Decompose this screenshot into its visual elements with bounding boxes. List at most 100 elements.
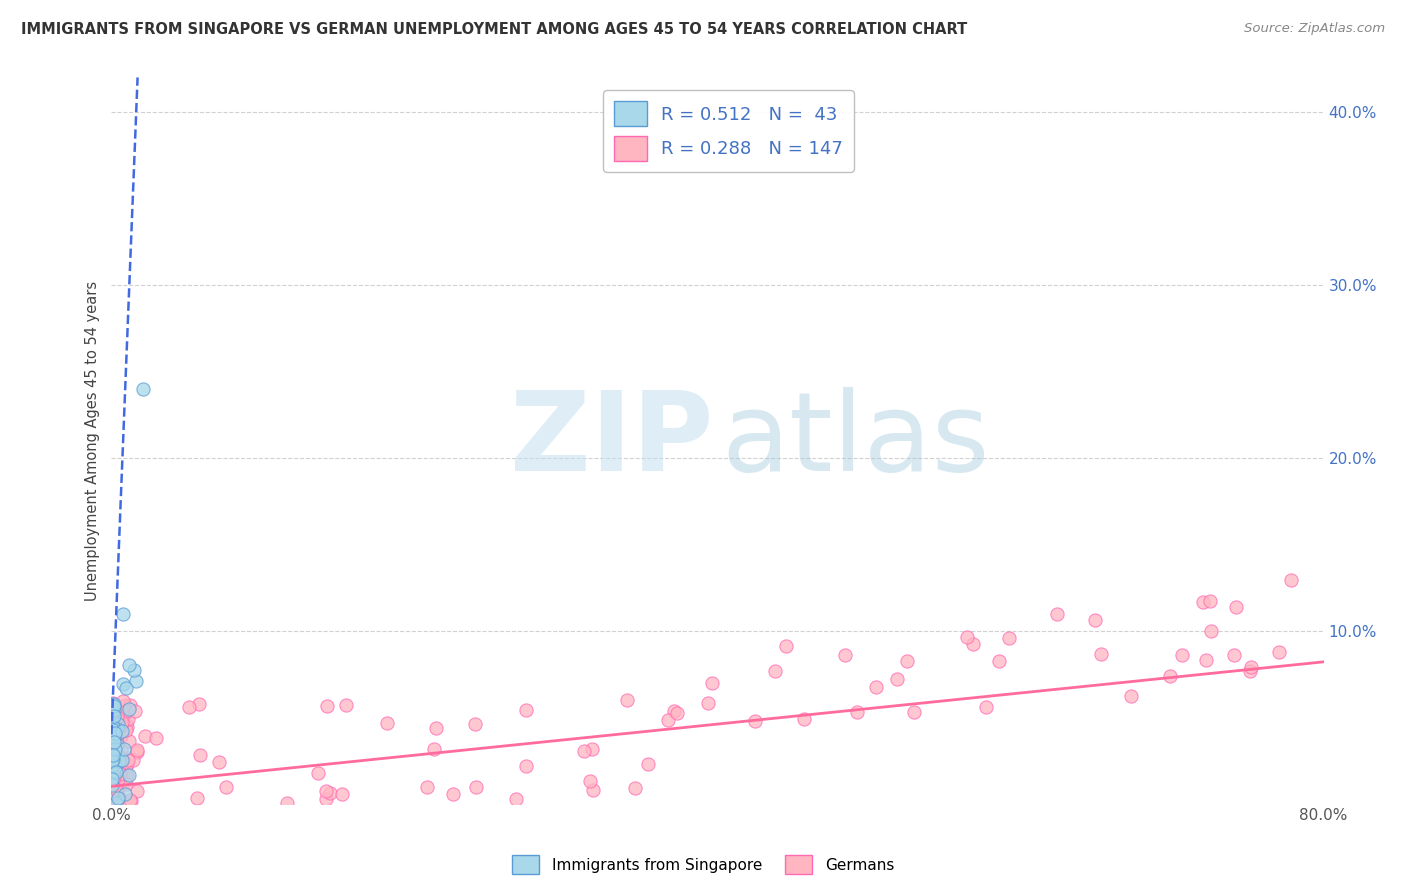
Point bbox=[101, 772, 124, 787]
Point bbox=[103, 718, 125, 732]
Point bbox=[117, 768, 139, 782]
Point bbox=[103, 747, 125, 762]
Point bbox=[101, 701, 124, 715]
Point bbox=[998, 632, 1021, 646]
Point bbox=[177, 700, 200, 714]
Point bbox=[107, 791, 129, 805]
Point bbox=[101, 708, 124, 723]
Point bbox=[1090, 647, 1112, 661]
Point bbox=[104, 749, 127, 764]
Text: Source: ZipAtlas.com: Source: ZipAtlas.com bbox=[1244, 22, 1385, 36]
Point bbox=[1171, 648, 1194, 662]
Point bbox=[697, 696, 720, 710]
Point bbox=[101, 758, 124, 772]
Point bbox=[903, 705, 925, 719]
Point bbox=[101, 702, 124, 716]
Point bbox=[115, 681, 138, 695]
Point bbox=[101, 750, 124, 764]
Point bbox=[1046, 607, 1069, 621]
Point bbox=[101, 728, 124, 742]
Point bbox=[1239, 660, 1261, 674]
Point bbox=[120, 698, 142, 712]
Point bbox=[107, 772, 129, 786]
Point bbox=[1239, 664, 1261, 678]
Point bbox=[834, 648, 856, 663]
Point bbox=[581, 782, 603, 797]
Point bbox=[974, 700, 997, 714]
Point bbox=[103, 708, 125, 723]
Point bbox=[1192, 595, 1215, 609]
Point bbox=[115, 757, 138, 772]
Point bbox=[115, 716, 138, 731]
Point bbox=[375, 715, 398, 730]
Point bbox=[988, 654, 1011, 668]
Point bbox=[463, 717, 485, 731]
Point bbox=[125, 673, 148, 688]
Point bbox=[775, 639, 797, 653]
Point bbox=[110, 729, 132, 743]
Point bbox=[134, 729, 156, 743]
Point bbox=[581, 742, 603, 756]
Point bbox=[865, 680, 887, 694]
Point bbox=[127, 745, 149, 759]
Point bbox=[107, 727, 129, 741]
Text: IMMIGRANTS FROM SINGAPORE VS GERMAN UNEMPLOYMENT AMONG AGES 45 TO 54 YEARS CORRE: IMMIGRANTS FROM SINGAPORE VS GERMAN UNEM… bbox=[21, 22, 967, 37]
Point bbox=[186, 791, 208, 805]
Point bbox=[112, 742, 135, 756]
Point bbox=[416, 780, 439, 794]
Point bbox=[208, 755, 231, 769]
Point bbox=[111, 694, 134, 708]
Point bbox=[105, 789, 128, 804]
Point bbox=[101, 741, 124, 756]
Point bbox=[105, 737, 128, 751]
Point bbox=[105, 781, 128, 796]
Point bbox=[115, 720, 138, 734]
Point bbox=[962, 637, 984, 651]
Point bbox=[103, 735, 125, 749]
Point bbox=[744, 714, 766, 729]
Point bbox=[112, 760, 135, 774]
Point bbox=[315, 784, 337, 798]
Point bbox=[104, 797, 127, 811]
Point bbox=[114, 706, 136, 720]
Point bbox=[117, 753, 139, 767]
Point bbox=[101, 778, 124, 792]
Point bbox=[1159, 669, 1181, 683]
Point bbox=[120, 794, 142, 808]
Point bbox=[702, 676, 724, 690]
Point bbox=[1279, 574, 1302, 588]
Point bbox=[104, 764, 127, 778]
Point bbox=[108, 749, 131, 764]
Point bbox=[104, 742, 127, 756]
Point bbox=[101, 731, 124, 746]
Point bbox=[441, 787, 464, 801]
Point bbox=[1198, 594, 1220, 608]
Point bbox=[101, 720, 124, 734]
Point bbox=[101, 754, 124, 768]
Point bbox=[118, 657, 141, 672]
Point bbox=[1225, 600, 1247, 615]
Point bbox=[124, 704, 146, 718]
Point bbox=[115, 777, 138, 791]
Point bbox=[104, 786, 127, 800]
Point bbox=[1119, 689, 1142, 703]
Point bbox=[111, 768, 134, 782]
Point bbox=[104, 725, 127, 739]
Point bbox=[108, 754, 131, 768]
Point bbox=[101, 771, 124, 785]
Point bbox=[103, 760, 125, 774]
Point bbox=[763, 664, 786, 678]
Point bbox=[108, 766, 131, 780]
Point bbox=[956, 630, 979, 644]
Point bbox=[112, 775, 135, 789]
Point bbox=[578, 774, 600, 789]
Point bbox=[1084, 613, 1107, 627]
Point bbox=[793, 712, 815, 726]
Point bbox=[101, 735, 124, 749]
Point bbox=[101, 719, 124, 733]
Point bbox=[115, 768, 138, 782]
Point bbox=[103, 697, 125, 711]
Point bbox=[307, 765, 329, 780]
Point bbox=[103, 787, 125, 801]
Point bbox=[335, 698, 357, 713]
